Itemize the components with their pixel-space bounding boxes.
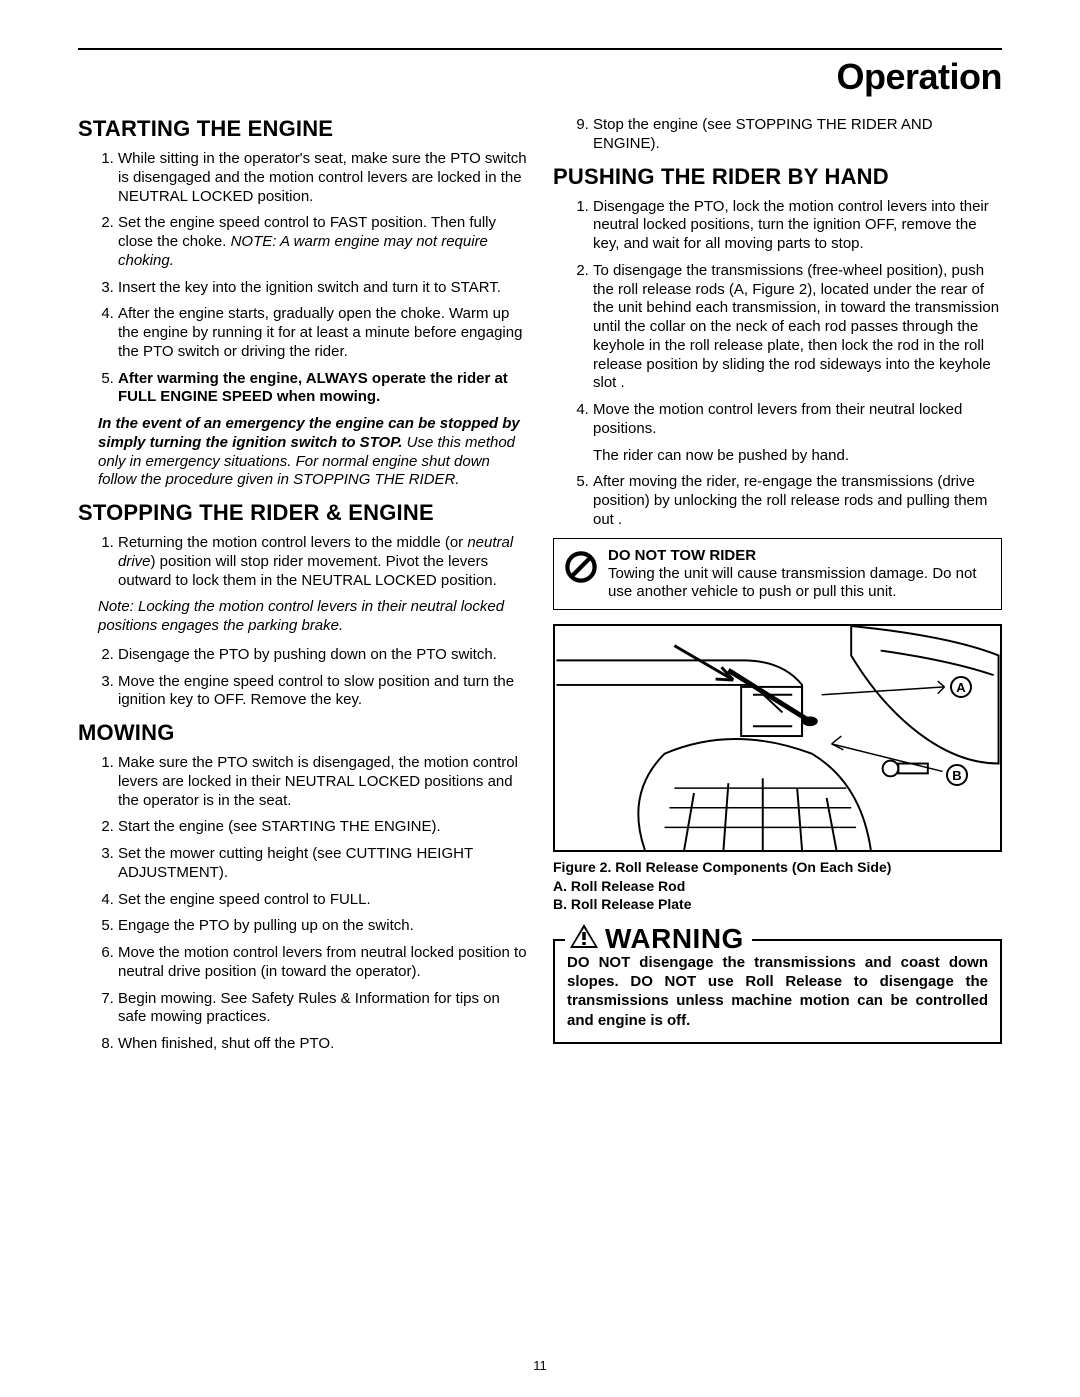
step-text: Begin mowing. See Safety Rules & Informa… [118,990,500,1026]
list-item: Disengage the PTO, lock the motion contr… [593,198,1002,254]
step-text: Move the motion control levers from neut… [118,944,527,980]
list-item: Start the engine (see STARTING THE ENGIN… [118,818,527,837]
step-text: Start the engine (see STARTING THE ENGIN… [118,818,441,835]
emergency-note: In the event of an emergency the engine … [78,415,527,490]
list-item: After moving the rider, re-engage the tr… [593,473,1002,529]
step-text: To disengage the transmissions (free-whe… [593,262,999,392]
list-item: To disengage the transmissions (free-whe… [593,262,1002,393]
figure-caption-a: A. Roll Release Rod [553,878,685,894]
step-text: Move the motion control levers from thei… [593,401,962,437]
warning-body: DO NOT disengage the transmissions and c… [567,953,988,1030]
step-text: Make sure the PTO switch is disengaged, … [118,754,518,809]
page-header: Operation [78,56,1002,98]
stopping-steps: Returning the motion control levers to t… [78,534,527,590]
list-item: Move the motion control levers from thei… [593,401,1002,439]
step-text: After the engine starts, gradually open … [118,305,522,360]
step-text: Disengage the PTO, lock the motion contr… [593,198,989,253]
do-not-tow-notice: DO NOT TOW RIDER Towing the unit will ca… [553,538,1002,611]
step-text: After moving the rider, re-engage the tr… [593,473,987,528]
step-text: Move the engine speed control to slow po… [118,673,514,709]
stopping-steps-cont: Disengage the PTO by pushing down on the… [78,646,527,710]
notice-text: DO NOT TOW RIDER Towing the unit will ca… [608,547,991,602]
list-item: While sitting in the operator's seat, ma… [118,150,527,206]
section-heading-starting-engine: STARTING THE ENGINE [78,116,527,142]
push-by-hand-note: The rider can now be pushed by hand. [593,447,1002,466]
section-heading-stopping: STOPPING THE RIDER & ENGINE [78,500,527,526]
pushing-steps: Disengage the PTO, lock the motion contr… [553,198,1002,439]
figure-caption-b: B. Roll Release Plate [553,896,692,912]
mowing-steps: Make sure the PTO switch is disengaged, … [78,754,527,1054]
step-text: Engage the PTO by pulling up on the swit… [118,917,414,934]
step-text: Disengage the PTO by pushing down on the… [118,646,497,663]
notice-body: Towing the unit will cause transmission … [608,565,977,600]
step-text: Stop the engine (see STOPPING THE RIDER … [593,116,933,152]
list-item: After the engine starts, gradually open … [118,305,527,361]
section-heading-mowing: MOWING [78,720,527,746]
list-item: Begin mowing. See Safety Rules & Informa… [118,990,527,1028]
figure-caption-title: Figure 2. Roll Release Components (On Ea… [553,859,891,875]
starting-engine-steps: While sitting in the operator's seat, ma… [78,150,527,407]
list-item: Set the engine speed control to FULL. [118,891,527,910]
list-item: Engage the PTO by pulling up on the swit… [118,917,527,936]
notice-title: DO NOT TOW RIDER [608,547,991,565]
left-column: STARTING THE ENGINE While sitting in the… [78,116,527,1062]
warning-icon [569,923,599,954]
list-item: Make sure the PTO switch is disengaged, … [118,754,527,810]
mowing-steps-cont: Stop the engine (see STOPPING THE RIDER … [553,116,1002,154]
list-item: Move the engine speed control to slow po… [118,673,527,711]
list-item: Set the mower cutting height (see CUTTIN… [118,845,527,883]
step-text-bold: After warming the engine, ALWAYS operate… [118,370,508,406]
step-text: While sitting in the operator's seat, ma… [118,150,527,205]
page-number: 11 [0,1358,1080,1373]
pushing-steps-2: After moving the rider, re-engage the tr… [553,473,1002,529]
parking-brake-note: Note: Locking the motion control levers … [78,598,527,636]
section-heading-pushing: PUSHING THE RIDER BY HAND [553,164,1002,190]
step-text: Returning the motion control levers to t… [118,534,467,551]
step-text: When finished, shut off the PTO. [118,1035,334,1052]
list-item: When finished, shut off the PTO. [118,1035,527,1054]
list-item: After warming the engine, ALWAYS operate… [118,370,527,408]
header-rule [78,48,1002,50]
list-item: Disengage the PTO by pushing down on the… [118,646,527,665]
figure-caption: Figure 2. Roll Release Components (On Ea… [553,858,1002,913]
warning-legend: WARNING [565,923,752,955]
step-text: Insert the key into the ignition switch … [118,279,501,296]
list-item: Stop the engine (see STOPPING THE RIDER … [593,116,1002,154]
list-item: Set the engine speed control to FAST pos… [118,214,527,270]
list-item: Returning the motion control levers to t… [118,534,527,590]
two-column-layout: STARTING THE ENGINE While sitting in the… [78,116,1002,1062]
list-item: Move the motion control levers from neut… [118,944,527,982]
warning-box: WARNING DO NOT disengage the transmissio… [553,939,1002,1044]
warning-label: WARNING [605,923,744,955]
right-column: Stop the engine (see STOPPING THE RIDER … [553,116,1002,1062]
step-text: Set the engine speed control to FULL. [118,891,371,908]
step-text: Set the mower cutting height (see CUTTIN… [118,845,473,881]
figure-2-illustration: A B [553,624,1002,852]
list-item: Insert the key into the ignition switch … [118,279,527,298]
prohibit-icon [564,550,598,584]
step-text: ) position will stop rider movement. Piv… [118,553,497,589]
